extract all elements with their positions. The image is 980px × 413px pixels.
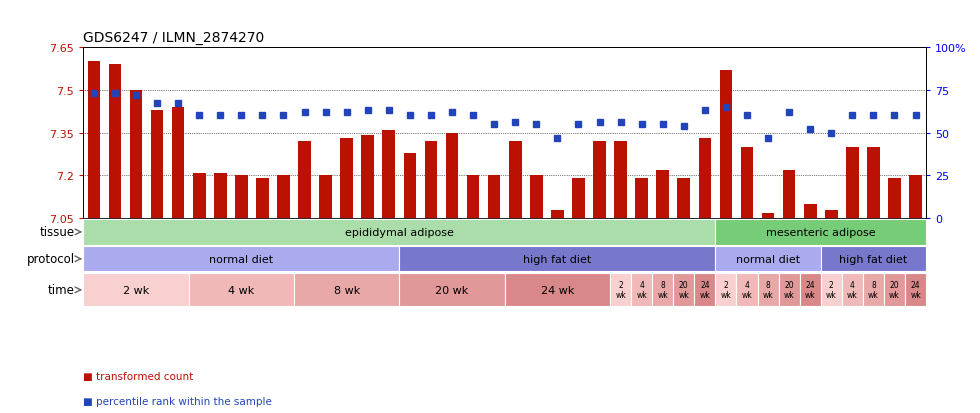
FancyBboxPatch shape	[631, 274, 653, 306]
Text: 2
wk: 2 wk	[615, 281, 626, 299]
Bar	[741, 147, 754, 219]
Bar	[319, 176, 332, 219]
Bar	[719, 70, 732, 219]
Bar	[235, 176, 248, 219]
Text: 8
wk: 8 wk	[868, 281, 879, 299]
Text: 2
wk: 2 wk	[720, 281, 731, 299]
Text: epididymal adipose: epididymal adipose	[345, 227, 454, 237]
Bar	[635, 179, 648, 219]
FancyBboxPatch shape	[188, 274, 294, 306]
Text: 20 wk: 20 wk	[435, 285, 468, 295]
Text: 20
wk: 20 wk	[678, 281, 689, 299]
FancyBboxPatch shape	[800, 274, 820, 306]
Bar	[129, 90, 142, 219]
FancyBboxPatch shape	[820, 274, 842, 306]
Bar	[340, 139, 353, 219]
Bar	[256, 179, 269, 219]
Text: 20
wk: 20 wk	[784, 281, 795, 299]
Text: mesenteric adipose: mesenteric adipose	[766, 227, 875, 237]
Bar	[298, 142, 311, 219]
Text: tissue: tissue	[40, 226, 74, 239]
Text: high fat diet: high fat diet	[523, 254, 592, 264]
FancyBboxPatch shape	[294, 274, 400, 306]
Bar	[530, 176, 543, 219]
Bar	[382, 131, 395, 219]
Text: 4
wk: 4 wk	[636, 281, 647, 299]
Text: time: time	[48, 284, 74, 297]
FancyBboxPatch shape	[83, 274, 188, 306]
Bar	[867, 147, 880, 219]
FancyBboxPatch shape	[758, 274, 778, 306]
Bar	[277, 176, 290, 219]
Text: 4 wk: 4 wk	[228, 285, 255, 295]
FancyBboxPatch shape	[906, 274, 926, 306]
Bar	[909, 176, 922, 219]
Text: ■ transformed count: ■ transformed count	[83, 371, 193, 381]
Text: 24
wk: 24 wk	[805, 281, 815, 299]
Text: 4
wk: 4 wk	[742, 281, 753, 299]
Bar	[804, 204, 816, 219]
Text: 24 wk: 24 wk	[541, 285, 574, 295]
Bar	[424, 142, 437, 219]
Text: 24
wk: 24 wk	[700, 281, 710, 299]
Bar	[509, 142, 521, 219]
Bar	[825, 210, 838, 219]
Bar	[362, 136, 374, 219]
FancyBboxPatch shape	[400, 274, 505, 306]
FancyBboxPatch shape	[737, 274, 758, 306]
Bar	[888, 179, 901, 219]
FancyBboxPatch shape	[83, 220, 715, 245]
Bar	[846, 147, 858, 219]
Bar	[172, 107, 184, 219]
Text: protocol: protocol	[26, 253, 74, 266]
Text: GDS6247 / ILMN_2874270: GDS6247 / ILMN_2874270	[83, 31, 265, 45]
Bar	[593, 142, 606, 219]
FancyBboxPatch shape	[400, 247, 715, 272]
FancyBboxPatch shape	[862, 274, 884, 306]
Bar	[214, 173, 226, 219]
FancyBboxPatch shape	[715, 220, 926, 245]
Text: 24
wk: 24 wk	[910, 281, 921, 299]
FancyBboxPatch shape	[83, 247, 400, 272]
Bar	[699, 139, 711, 219]
FancyBboxPatch shape	[820, 247, 926, 272]
Text: 2 wk: 2 wk	[122, 285, 149, 295]
Bar	[151, 110, 164, 219]
Bar	[193, 173, 206, 219]
FancyBboxPatch shape	[505, 274, 610, 306]
Text: 8 wk: 8 wk	[333, 285, 360, 295]
Text: 8
wk: 8 wk	[658, 281, 668, 299]
Bar	[761, 213, 774, 219]
Text: ■ percentile rank within the sample: ■ percentile rank within the sample	[83, 396, 272, 406]
Text: 20
wk: 20 wk	[889, 281, 900, 299]
Bar	[488, 176, 501, 219]
Bar	[87, 62, 100, 219]
Text: normal diet: normal diet	[736, 254, 800, 264]
FancyBboxPatch shape	[842, 274, 862, 306]
Bar	[614, 142, 627, 219]
FancyBboxPatch shape	[715, 247, 820, 272]
Bar	[466, 176, 479, 219]
Bar	[783, 170, 796, 219]
Text: 2
wk: 2 wk	[826, 281, 837, 299]
FancyBboxPatch shape	[673, 274, 694, 306]
Bar	[657, 170, 669, 219]
Text: 4
wk: 4 wk	[847, 281, 858, 299]
Bar	[572, 179, 585, 219]
Bar	[677, 179, 690, 219]
Text: normal diet: normal diet	[210, 254, 273, 264]
Bar	[551, 210, 564, 219]
FancyBboxPatch shape	[778, 274, 800, 306]
Text: 8
wk: 8 wk	[762, 281, 773, 299]
FancyBboxPatch shape	[610, 274, 631, 306]
FancyBboxPatch shape	[694, 274, 715, 306]
Bar	[446, 133, 459, 219]
Bar	[109, 64, 122, 219]
FancyBboxPatch shape	[715, 274, 737, 306]
Bar	[404, 153, 416, 219]
Text: high fat diet: high fat diet	[839, 254, 907, 264]
FancyBboxPatch shape	[653, 274, 673, 306]
FancyBboxPatch shape	[884, 274, 906, 306]
